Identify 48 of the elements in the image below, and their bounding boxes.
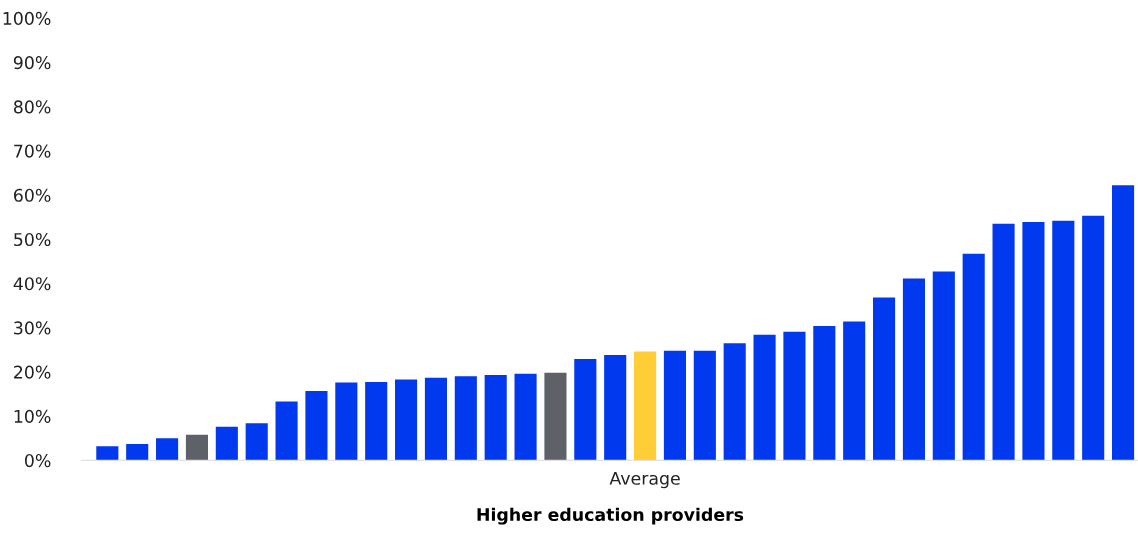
y-tick-label: 100% xyxy=(3,11,51,25)
bar xyxy=(843,321,866,461)
bar xyxy=(962,253,985,461)
y-tick-label: 10% xyxy=(14,409,51,423)
bar xyxy=(544,372,567,461)
bar xyxy=(992,223,1015,461)
bar xyxy=(1082,215,1105,461)
bar xyxy=(634,351,657,461)
bar xyxy=(275,401,298,461)
bar xyxy=(753,334,776,461)
bar xyxy=(604,355,627,461)
y-tick-label: 0% xyxy=(24,454,51,468)
bar xyxy=(365,382,388,461)
bar xyxy=(514,373,537,461)
bar xyxy=(424,377,447,461)
bar xyxy=(902,278,925,461)
bar xyxy=(873,297,896,461)
y-tick-label: 80% xyxy=(13,100,51,114)
bar xyxy=(245,423,268,461)
bar xyxy=(1022,221,1045,461)
bar xyxy=(813,325,836,461)
y-tick-label: 50% xyxy=(14,232,51,247)
bar xyxy=(484,374,507,461)
bar xyxy=(1052,220,1075,461)
y-tick-label: 60% xyxy=(14,188,51,202)
bar xyxy=(723,343,746,461)
bar xyxy=(215,426,238,461)
x-axis-title: Higher education providers xyxy=(477,507,744,525)
bar xyxy=(932,271,955,461)
bar xyxy=(663,350,686,461)
bar xyxy=(335,382,358,461)
bar xyxy=(574,359,597,461)
bar xyxy=(1112,185,1135,461)
y-tick-label: 90% xyxy=(13,56,51,70)
bar xyxy=(454,376,477,461)
bar xyxy=(156,438,179,461)
bar xyxy=(693,350,716,461)
bar xyxy=(185,434,209,461)
y-tick-label: 30% xyxy=(14,321,51,335)
bar xyxy=(96,446,119,461)
bar xyxy=(305,390,328,461)
bar xyxy=(783,331,806,461)
bar xyxy=(395,379,418,461)
y-tick-label: 20% xyxy=(14,365,51,379)
bar xyxy=(126,443,149,461)
x-tick-label: Average xyxy=(609,471,680,489)
y-tick-label: 70% xyxy=(14,144,51,158)
y-tick-label: 40% xyxy=(13,277,51,291)
